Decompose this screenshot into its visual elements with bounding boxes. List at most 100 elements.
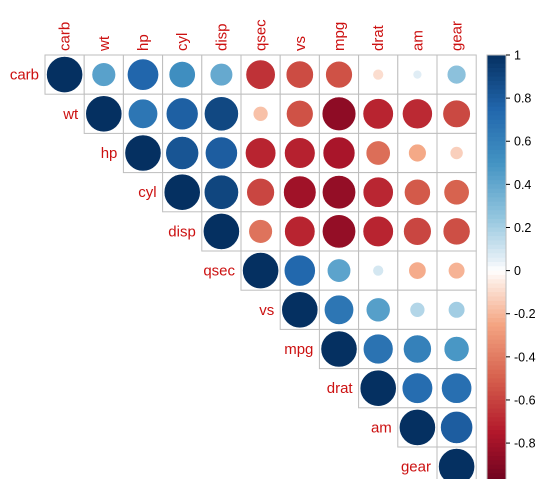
col-label-qsec: qsec xyxy=(253,19,270,51)
colorbar-segment xyxy=(487,456,506,461)
corr-circle-wt-mpg xyxy=(321,96,357,131)
colorbar-segment xyxy=(487,231,506,237)
corr-circle-mpg-mpg xyxy=(320,330,358,368)
colorbar-segment xyxy=(487,361,506,367)
colorbar-segment xyxy=(487,348,506,354)
colorbar-segment xyxy=(487,382,506,388)
colorbar-segment xyxy=(487,257,506,263)
corr-circle-wt-drat xyxy=(362,98,394,130)
colorbar-segment xyxy=(487,330,506,336)
row-label-cyl: cyl xyxy=(138,184,156,201)
colorbar-segment xyxy=(487,464,506,470)
corr-circle-wt-disp xyxy=(204,96,239,132)
colorbar-segment xyxy=(487,369,506,375)
colorbar-segment xyxy=(487,192,506,198)
colorbar-segment xyxy=(487,395,506,401)
colorbar-segment xyxy=(487,339,506,345)
colorbar-segment xyxy=(487,287,506,293)
corr-circle-hp-am xyxy=(408,143,427,163)
colorbar-segment xyxy=(487,352,506,358)
corr-circle-carb-hp xyxy=(127,58,159,91)
colorbar-segment xyxy=(487,378,506,384)
col-label-drat: drat xyxy=(370,24,387,51)
colorbar-segment xyxy=(487,180,506,185)
colorbar-segment xyxy=(487,244,506,250)
colorbar-segment xyxy=(487,80,506,86)
colorbar-tick-label: -0.2 xyxy=(514,307,536,321)
corr-circle-cyl-mpg xyxy=(322,175,356,210)
colorbar-segment xyxy=(487,167,506,173)
colorbar-segment xyxy=(487,59,506,65)
colorbar-segment xyxy=(487,93,506,99)
corr-circle-vs-am xyxy=(409,302,426,318)
colorbar-segment xyxy=(487,98,506,104)
colorbar-segment xyxy=(487,408,506,414)
corr-circle-wt-am xyxy=(402,98,433,130)
colorbar-segment xyxy=(487,443,506,448)
colorbar-segment xyxy=(487,149,506,155)
corr-circle-carb-qsec xyxy=(245,59,276,90)
corr-circle-disp-vs xyxy=(284,215,316,247)
colorbar-segment xyxy=(487,335,506,341)
colorbar-segment xyxy=(487,447,506,453)
colorbar-segment xyxy=(487,218,506,224)
colorbar-segment xyxy=(487,326,506,332)
colorbar-segment xyxy=(487,438,506,444)
colorbar-segment xyxy=(487,391,506,397)
corr-circle-wt-cyl xyxy=(165,97,199,131)
color-legend: 1 0.8 0.6 0.4 0.2 0 -0.2 -0.4 -0.6 -0.8 xyxy=(486,49,536,479)
colorbar-segment xyxy=(487,123,506,129)
colorbar-segment xyxy=(487,387,506,392)
colorbar-tick-label: -0.8 xyxy=(514,437,536,451)
corr-circle-carb-cyl xyxy=(168,61,196,89)
colorbar-segment xyxy=(487,145,506,151)
colorbar-segment xyxy=(487,374,506,379)
colorbar-segment xyxy=(487,223,506,229)
row-label-disp: disp xyxy=(168,223,196,240)
colorbar-segment xyxy=(487,85,506,91)
corr-circle-disp-disp xyxy=(202,212,240,250)
row-label-hp: hp xyxy=(101,145,118,162)
corr-circle-hp-cyl xyxy=(165,136,199,170)
colorbar-tick-label: 0.4 xyxy=(514,178,531,192)
colorbar-segment xyxy=(487,210,506,216)
colorbar-segment xyxy=(487,451,506,457)
corr-circle-qsec-am xyxy=(408,261,427,280)
corr-circle-mpg-am xyxy=(403,334,432,364)
row-label-drat: drat xyxy=(327,380,354,397)
corr-circle-drat-gear xyxy=(441,372,473,404)
corr-circle-am-am xyxy=(398,408,436,446)
column-labels: carb wt hp cyl disp qsec vs mpg drat am gear xyxy=(57,19,466,52)
corr-circle-disp-drat xyxy=(362,215,394,247)
colorbar-segment xyxy=(487,249,506,254)
colorbar-segment xyxy=(487,473,506,479)
col-label-disp: disp xyxy=(213,23,230,51)
corr-circle-wt-qsec xyxy=(252,106,269,122)
corr-circle-cyl-am xyxy=(404,178,431,206)
corr-circle-qsec-vs xyxy=(283,254,316,287)
colorbar-tick-label: 0.2 xyxy=(514,221,531,235)
colorbar-tick-label: -0.6 xyxy=(514,393,536,407)
colorbar-segment xyxy=(487,158,506,164)
colorbar-segment xyxy=(487,141,506,147)
corr-circle-wt-wt xyxy=(85,95,123,133)
col-label-am: am xyxy=(409,30,426,51)
row-label-carb: carb xyxy=(10,67,39,84)
corr-circle-hp-vs xyxy=(284,137,316,169)
colorbar-segment xyxy=(487,188,506,194)
corr-circle-disp-qsec xyxy=(248,219,273,244)
colorbar-segment xyxy=(487,132,506,138)
colorbar-segment xyxy=(487,412,506,418)
correlation-circles xyxy=(46,56,475,479)
corr-circle-am-gear xyxy=(440,411,473,444)
colorbar-tick-label: 0.6 xyxy=(514,135,531,149)
col-label-cyl: cyl xyxy=(174,33,191,51)
corr-circle-carb-drat xyxy=(372,68,384,81)
colorbar-segment xyxy=(487,279,506,285)
col-label-hp: hp xyxy=(135,34,152,51)
colorbar-segment xyxy=(487,214,506,220)
corr-circle-carb-wt xyxy=(91,62,116,87)
colorbar-segment xyxy=(487,171,506,177)
colorbar-segment xyxy=(487,468,506,474)
corr-circle-carb-mpg xyxy=(325,60,353,89)
